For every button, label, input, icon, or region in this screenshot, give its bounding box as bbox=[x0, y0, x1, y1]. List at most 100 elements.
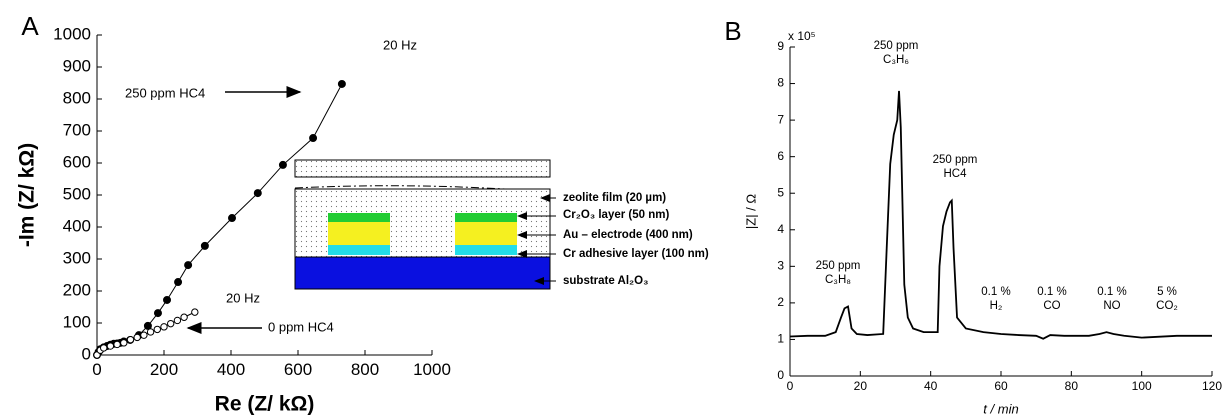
x-tick-label: 0 bbox=[92, 360, 101, 379]
point bbox=[140, 331, 148, 339]
panel-label: B bbox=[724, 16, 741, 46]
x-tick-label: 800 bbox=[351, 360, 379, 379]
point bbox=[153, 309, 162, 318]
inset-label: substrate Al₂O₃ bbox=[563, 275, 648, 287]
annotation: 20 Hz bbox=[226, 290, 260, 305]
cr-layer bbox=[328, 245, 390, 255]
x-tick-label: 100 bbox=[1132, 379, 1152, 393]
cr-layer bbox=[455, 245, 517, 255]
point bbox=[174, 278, 183, 287]
series-name: 0 ppm HC4 bbox=[268, 319, 334, 334]
x-tick-label: 120 bbox=[1202, 379, 1222, 393]
y-axis-label: |Z| / Ω bbox=[743, 194, 758, 230]
point bbox=[153, 325, 162, 334]
y-tick-label: 7 bbox=[777, 112, 784, 126]
series-name: 250 ppm HC4 bbox=[125, 85, 205, 100]
x-axis-label: t / min bbox=[983, 401, 1018, 416]
x-axis-label: Re (Z/ kΩ) bbox=[215, 393, 315, 416]
point bbox=[184, 261, 193, 270]
point bbox=[113, 340, 121, 349]
x-tick-label: 400 bbox=[217, 360, 245, 379]
x-tick-label: 40 bbox=[924, 379, 938, 393]
point bbox=[106, 342, 115, 350]
y-tick-label: 700 bbox=[63, 120, 91, 139]
point bbox=[126, 335, 135, 344]
y-tick-label: 100 bbox=[63, 312, 91, 331]
point bbox=[309, 134, 318, 143]
y-tick-label: 0 bbox=[82, 344, 91, 363]
y-tick-label: 6 bbox=[777, 149, 784, 163]
point bbox=[160, 323, 168, 331]
y-tick-label: 300 bbox=[63, 248, 91, 267]
y-tick-label: 1 bbox=[777, 332, 784, 346]
point bbox=[167, 319, 175, 328]
inset-label: Au – electrode (400 nm) bbox=[563, 229, 693, 241]
point bbox=[120, 339, 128, 347]
x-tick-label: 600 bbox=[284, 360, 312, 379]
annotation: C₃H₆ bbox=[883, 54, 909, 66]
series-line bbox=[789, 90, 1212, 340]
zeolite-top bbox=[294, 159, 551, 178]
y-tick-label: 900 bbox=[63, 56, 91, 75]
annotation: NO bbox=[1103, 300, 1120, 312]
annotation: H₂ bbox=[990, 300, 1003, 312]
substrate bbox=[294, 256, 551, 290]
x-tick-label: 0 bbox=[787, 379, 794, 393]
point bbox=[133, 333, 141, 342]
x-tick-label: 1000 bbox=[413, 360, 451, 379]
y-tick-label: 9 bbox=[777, 39, 784, 53]
annotation: 0.1 % bbox=[1037, 286, 1066, 298]
y-tick-label: 5 bbox=[777, 185, 784, 199]
point bbox=[163, 295, 172, 304]
inset-label: Cr₂O₃ layer (50 nm) bbox=[563, 209, 669, 221]
point bbox=[146, 328, 155, 336]
annotation: 0.1 % bbox=[1097, 286, 1126, 298]
annotation: HC4 bbox=[943, 168, 967, 180]
y-tick-label: 800 bbox=[63, 88, 91, 107]
au-electrode bbox=[328, 222, 390, 245]
point bbox=[253, 189, 262, 198]
point bbox=[191, 308, 199, 316]
y-tick-label: 500 bbox=[63, 184, 91, 203]
y-tick-label: 3 bbox=[777, 259, 784, 273]
annotation: CO₂ bbox=[1156, 300, 1178, 312]
annotation: 250 ppm bbox=[874, 40, 919, 52]
x-tick-label: 60 bbox=[994, 379, 1008, 393]
y-tick-label: 400 bbox=[63, 216, 91, 235]
annotation: C₃H₈ bbox=[825, 274, 851, 286]
y-tick-label: 2 bbox=[777, 295, 784, 309]
y-tick-label: 4 bbox=[777, 222, 784, 236]
au-electrode bbox=[455, 222, 517, 245]
panel-label: A bbox=[21, 11, 39, 41]
annotation: 250 ppm bbox=[816, 260, 861, 272]
point bbox=[143, 321, 152, 330]
y-tick-label: 0 bbox=[777, 368, 784, 382]
cr2o3-layer bbox=[328, 213, 390, 222]
inset-label: zeolite film (20 µm) bbox=[563, 192, 666, 204]
point bbox=[100, 344, 108, 352]
point bbox=[278, 160, 287, 169]
annotation: 0.1 % bbox=[981, 286, 1010, 298]
y-tick-label: 8 bbox=[777, 76, 784, 90]
point bbox=[200, 241, 209, 250]
annotation: 5 % bbox=[1157, 286, 1177, 298]
cr2o3-layer bbox=[455, 213, 517, 222]
y-tick-label: 600 bbox=[63, 152, 91, 171]
y-tick-label: 200 bbox=[63, 280, 91, 299]
y-multiplier: x 10⁵ bbox=[788, 29, 816, 43]
point bbox=[337, 79, 346, 88]
annotation: 20 Hz bbox=[383, 37, 417, 52]
y-tick-label: 1000 bbox=[53, 24, 91, 43]
x-tick-label: 20 bbox=[854, 379, 868, 393]
y-axis-label: -Im (Z/ kΩ) bbox=[16, 143, 39, 247]
annotation: CO bbox=[1043, 300, 1060, 312]
point bbox=[228, 214, 237, 223]
point bbox=[173, 316, 182, 325]
inset-label: Cr adhesive layer (100 nm) bbox=[563, 248, 709, 260]
annotation: 250 ppm bbox=[933, 154, 978, 166]
inset-diagram bbox=[294, 159, 556, 290]
x-tick-label: 80 bbox=[1065, 379, 1079, 393]
point bbox=[180, 313, 188, 321]
x-tick-label: 200 bbox=[150, 360, 178, 379]
